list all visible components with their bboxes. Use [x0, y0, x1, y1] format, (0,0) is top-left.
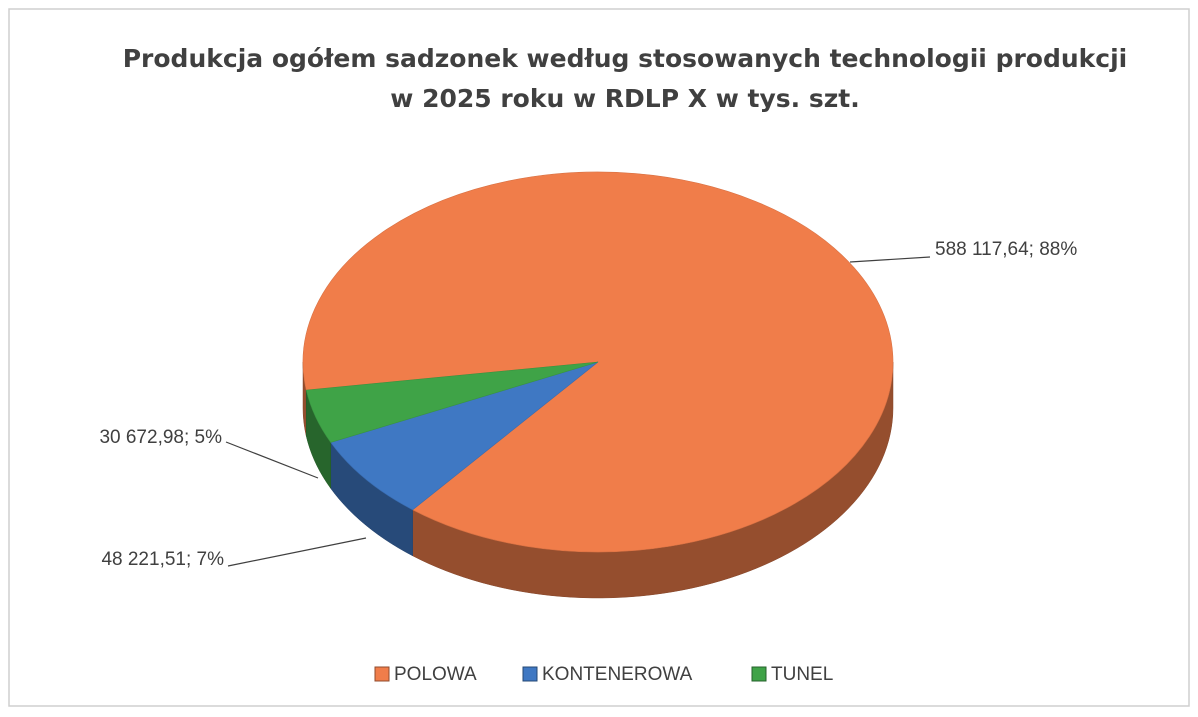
chart-title: w 2025 roku w RDLP X w tys. szt. [390, 84, 859, 113]
data-label: 588 117,64; 88% [935, 239, 1077, 260]
leader-line [225, 441, 319, 479]
data-label: 30 672,98; 5% [99, 427, 222, 448]
legend-label: POLOWA [394, 664, 477, 685]
slice [330, 361, 599, 511]
legend-label: KONTENEROWA [542, 664, 693, 685]
leader-line [849, 256, 931, 263]
data-label: 48 221,51; 7% [101, 549, 224, 570]
legend-swatch [522, 666, 538, 682]
slice [305, 361, 599, 443]
leader-line [227, 537, 367, 567]
legend-swatch [751, 666, 767, 682]
legend-swatch [374, 666, 390, 682]
chart-title: Produkcja ogółem sadzonek według stosowa… [123, 44, 1128, 73]
slice [302, 171, 894, 553]
legend-label: TUNEL [771, 664, 833, 685]
